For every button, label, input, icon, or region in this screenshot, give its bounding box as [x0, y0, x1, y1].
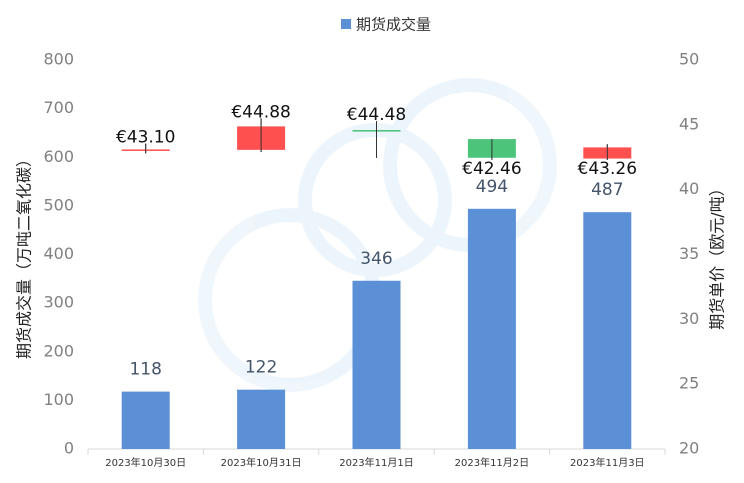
- legend-swatch: [341, 19, 351, 29]
- x-tick-label: 2023年10月30日: [105, 456, 186, 469]
- bar: [121, 391, 170, 449]
- x-tick-label: 2023年11月2日: [455, 456, 530, 469]
- x-tick-label: 2023年11月3日: [570, 456, 645, 469]
- bar: [583, 212, 632, 449]
- y2-axis-label: 期货单价（欧元/吨）: [708, 180, 727, 329]
- bar-value-label: 487: [591, 180, 623, 200]
- y2-tick-label: 25: [679, 374, 699, 393]
- y-tick-label: 0: [64, 439, 74, 458]
- candle-value-label: €43.26: [578, 159, 637, 179]
- bar: [237, 389, 286, 449]
- x-tick-label: 2023年11月1日: [339, 456, 414, 469]
- bar-value-label: 118: [129, 360, 161, 380]
- candle-value-label: €43.10: [116, 128, 175, 148]
- y-tick-label: 100: [43, 390, 74, 409]
- y2-tick-label: 20: [679, 439, 699, 458]
- bar: [467, 208, 516, 449]
- y-tick-label: 200: [43, 341, 74, 360]
- candle-value-label: €44.48: [347, 105, 406, 125]
- y-axis-label: 期货成交量（万吨二氧化碳）: [15, 151, 34, 359]
- bar: [352, 280, 401, 449]
- y-tick-label: 300: [43, 293, 74, 312]
- bar-value-label: 346: [360, 249, 392, 269]
- bar-value-label: 494: [476, 177, 508, 197]
- bar-value-label: 122: [245, 358, 277, 378]
- y-tick-label: 400: [43, 244, 74, 263]
- legend-label: 期货成交量: [356, 16, 431, 34]
- y2-tick-label: 35: [679, 244, 699, 263]
- y-tick-label: 600: [43, 147, 74, 166]
- y2-tick-label: 30: [679, 309, 699, 328]
- y2-tick-label: 45: [679, 114, 699, 133]
- x-tick-label: 2023年10月31日: [221, 456, 302, 469]
- y-tick-label: 800: [43, 50, 74, 69]
- y-tick-label: 700: [43, 98, 74, 117]
- candle-value-label: €42.46: [462, 159, 521, 179]
- candle-value-label: €44.88: [231, 102, 290, 122]
- y-tick-label: 500: [43, 195, 74, 214]
- y2-tick-label: 40: [679, 179, 699, 198]
- y2-tick-label: 50: [679, 50, 699, 69]
